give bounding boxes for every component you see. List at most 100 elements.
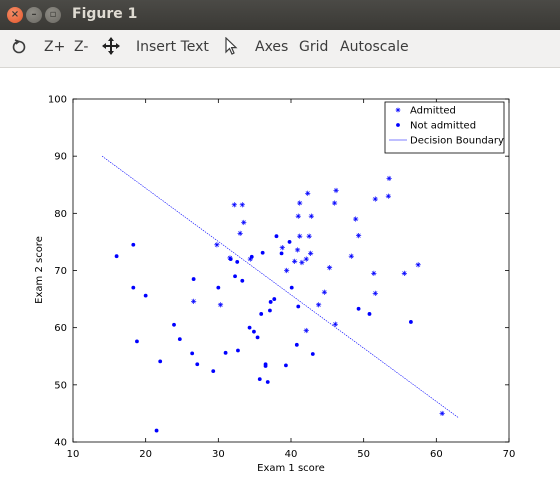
legend-label: Decision Boundary (410, 136, 504, 147)
admitted-point (284, 267, 290, 274)
y-tick-label: 70 (54, 266, 67, 277)
admitted-point (308, 250, 314, 256)
x-tick-label: 40 (285, 449, 298, 460)
y-tick-label: 100 (48, 95, 67, 106)
admitted-point (321, 289, 328, 295)
pan-icon-graphic (102, 37, 120, 55)
not-admitted-point (177, 337, 182, 341)
not-admitted-point (240, 278, 245, 283)
minimize-window-icon[interactable]: – (26, 7, 42, 23)
not-admitted-point (274, 234, 279, 239)
y-axis-label: Exam 2 score (34, 236, 45, 304)
not-admitted-point (265, 380, 270, 384)
decision-boundary-line (101, 155, 459, 418)
admitted-point (353, 216, 359, 222)
not-admitted-point (233, 274, 237, 279)
rotate-icon[interactable] (10, 37, 28, 59)
not-admitted-point (223, 350, 228, 355)
not-admitted-point (268, 308, 272, 313)
not-admitted-point (310, 352, 315, 356)
title-bar: × – ▫ Figure 1 (0, 0, 560, 30)
admitted-point (279, 245, 285, 251)
x-axis-label: Exam 1 score (257, 463, 325, 474)
not-admitted-point (143, 293, 148, 298)
legend-box (384, 101, 505, 154)
legend-admitted-marker (395, 107, 401, 113)
admitted-point (214, 242, 220, 248)
not-admitted-point (252, 329, 256, 334)
admitted-point (439, 410, 445, 417)
not-admitted-point (284, 363, 288, 368)
axes-button[interactable]: Axes (255, 39, 289, 55)
not-admitted-point (409, 320, 413, 324)
x-tick-label: 50 (357, 449, 370, 460)
y-tick-label: 40 (54, 438, 67, 449)
not-admitted-point (216, 285, 221, 290)
autoscale-button[interactable]: Autoscale (340, 39, 409, 55)
x-tick-label: 70 (503, 449, 516, 460)
close-window-icon[interactable]: × (7, 7, 23, 23)
zoom-out-button[interactable]: Z- (74, 39, 89, 55)
admitted-point (306, 233, 312, 239)
not-admitted-point (114, 254, 119, 259)
y-tick-label: 50 (54, 380, 67, 391)
admitted-point (333, 187, 339, 194)
not-admitted-point (190, 351, 195, 356)
pan-icon[interactable] (102, 37, 120, 59)
rotate-icon-graphic (12, 39, 26, 54)
not-admitted-point (255, 335, 260, 340)
not-admitted-point (191, 277, 196, 281)
admitted-point (303, 327, 309, 334)
not-admitted-point (247, 325, 252, 330)
admitted-point (371, 270, 377, 276)
admitted-point (385, 193, 391, 199)
admitted-point (326, 265, 333, 271)
not-admitted-point (289, 285, 294, 290)
x-tick-label: 30 (212, 449, 225, 460)
not-admitted-point (249, 254, 254, 259)
not-admitted-point (131, 242, 136, 247)
not-admitted-point (158, 359, 163, 364)
not-admitted-point (235, 260, 240, 264)
not-admitted-point (228, 257, 233, 261)
not-admitted-point (172, 322, 176, 327)
admitted-point (292, 258, 298, 264)
admitted-point (348, 253, 354, 259)
x-tick-label: 10 (67, 449, 80, 460)
y-tick-label: 60 (54, 323, 67, 334)
legend-label: Not admitted (410, 121, 476, 132)
admitted-point (355, 233, 362, 239)
admitted-point (191, 298, 197, 304)
zoom-in-button[interactable]: Z+ (44, 39, 66, 55)
select-pointer-icon[interactable] (224, 36, 238, 59)
admitted-point (297, 233, 303, 239)
not-admitted-point (272, 297, 277, 301)
admitted-point (217, 302, 224, 308)
y-tick-label: 90 (54, 152, 67, 163)
not-admitted-point (367, 312, 372, 316)
x-tick-label: 60 (430, 449, 443, 460)
grid-button[interactable]: Grid (299, 39, 329, 55)
admitted-point (294, 247, 301, 253)
maximize-window-icon[interactable]: ▫ (45, 7, 61, 23)
admitted-point (401, 270, 407, 276)
admitted-point (372, 290, 378, 296)
admitted-point (237, 230, 243, 236)
y-tick-label: 80 (54, 209, 67, 220)
admitted-point (295, 213, 301, 219)
not-admitted-point (356, 306, 361, 311)
insert-text-button[interactable]: Insert Text (136, 39, 209, 55)
admitted-point (231, 202, 237, 208)
not-admitted-point (131, 285, 136, 290)
scatter-chart[interactable]: 10 20 30 40 50 60 70 40 50 60 70 80 90 100 Exam 1 sco… (0, 67, 560, 489)
select-pointer-icon-graphic (225, 36, 238, 55)
not-admitted-point (154, 428, 159, 433)
admitted-point (303, 256, 309, 262)
not-admitted-point (260, 250, 265, 255)
toolbar: Z+ Z- Insert Text Axes Grid Autoscale (0, 30, 560, 68)
admitted-point (299, 259, 305, 266)
admitted-point (316, 302, 322, 308)
not-admitted-point (211, 369, 216, 374)
legend-not-admitted-marker (396, 123, 400, 127)
admitted-point (241, 219, 247, 226)
